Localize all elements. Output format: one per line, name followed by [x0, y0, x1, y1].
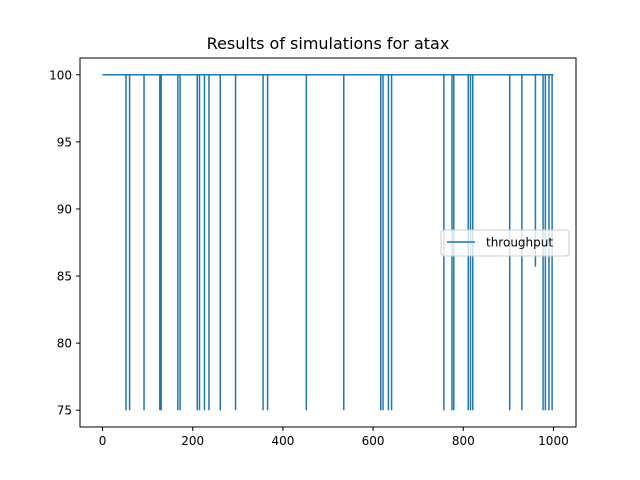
legend: throughput [440, 229, 570, 257]
y-tick-label: 95 [57, 135, 72, 149]
x-tick-label: 1000 [538, 434, 569, 448]
legend-box [440, 229, 570, 257]
y-tick-label: 85 [57, 270, 72, 284]
legend-label-throughput: throughput [486, 236, 553, 250]
chart-title: Results of simulations for atax [207, 34, 450, 53]
y-tick-label: 75 [57, 404, 72, 418]
axes-frame [79, 57, 577, 428]
x-tick-label: 800 [452, 434, 475, 448]
y-tick-label: 90 [57, 202, 72, 216]
x-tick-label: 400 [271, 434, 294, 448]
y-tick-label: 100 [49, 68, 72, 82]
y-tick-label: 80 [57, 337, 72, 351]
x-tick-label: 200 [181, 434, 204, 448]
x-tick-label: 0 [99, 434, 107, 448]
series-line-throughput [102, 74, 554, 411]
x-tick-label: 600 [362, 434, 385, 448]
